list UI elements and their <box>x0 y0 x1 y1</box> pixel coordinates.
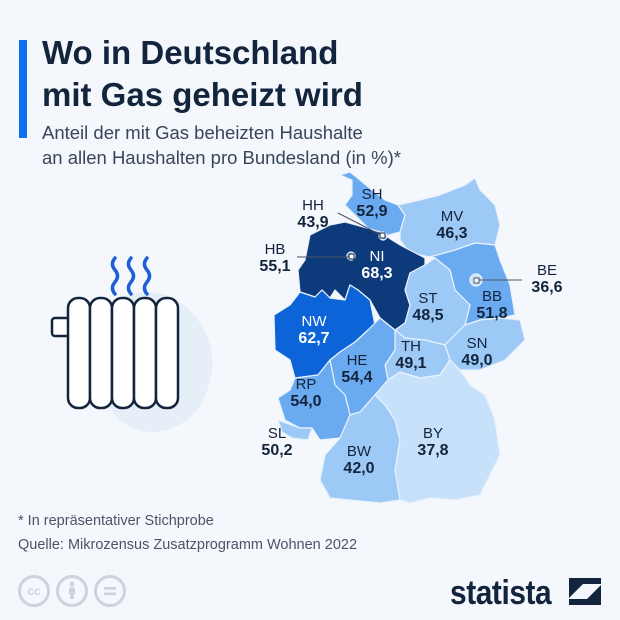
subtitle-line-2: an allen Haushalten pro Bundesland (in %… <box>42 147 401 168</box>
region-BW[interactable] <box>319 394 401 504</box>
label-BY: BY 37,8 <box>417 425 449 459</box>
footnote: * In repräsentativer Stichprobe <box>18 513 214 529</box>
label-RP: RP 54,0 <box>290 376 322 410</box>
title-line-2: mit Gas geheizt wird <box>42 76 363 113</box>
label-HE: HE 54,4 <box>341 352 373 386</box>
no-derivatives-icon[interactable] <box>94 575 126 607</box>
page-title: Wo in Deutschland mit Gas geheizt wird <box>42 32 363 116</box>
label-BE: BE 36,6 <box>531 262 563 296</box>
label-SN: SN 49,0 <box>461 335 493 369</box>
radiator-icon <box>50 256 213 432</box>
cc-license-icon[interactable]: cc <box>18 575 50 607</box>
region-SL[interactable] <box>277 419 313 441</box>
accent-bar <box>19 40 27 138</box>
label-MV: MV 46,3 <box>436 208 468 242</box>
label-NW: NW 62,7 <box>298 313 330 347</box>
source: Quelle: Mikrozensus Zusatzprogramm Wohne… <box>18 537 358 553</box>
attribution-icon[interactable] <box>56 575 88 607</box>
label-BB: BB 51,8 <box>476 288 508 322</box>
label-ST: ST 48,5 <box>412 290 444 324</box>
subtitle: Anteil der mit Gas beheizten Haushalte a… <box>42 120 401 170</box>
subtitle-line-1: Anteil der mit Gas beheizten Haushalte <box>42 122 363 143</box>
statista-logo[interactable]: statista <box>450 574 552 612</box>
label-HH: HH 43,9 <box>297 197 329 231</box>
label-TH: TH 49,1 <box>395 338 427 372</box>
leader-lines <box>297 212 522 281</box>
label-SH: SH 52,9 <box>356 186 388 220</box>
label-SL: SL 50,2 <box>261 425 293 459</box>
region-RP[interactable] <box>277 359 351 441</box>
label-NI: NI 68,3 <box>361 248 393 282</box>
label-HB: HB 55,1 <box>259 241 291 275</box>
title-line-1: Wo in Deutschland <box>42 34 339 71</box>
statista-logo-icon <box>569 578 601 605</box>
label-BW: BW 42,0 <box>343 443 375 477</box>
